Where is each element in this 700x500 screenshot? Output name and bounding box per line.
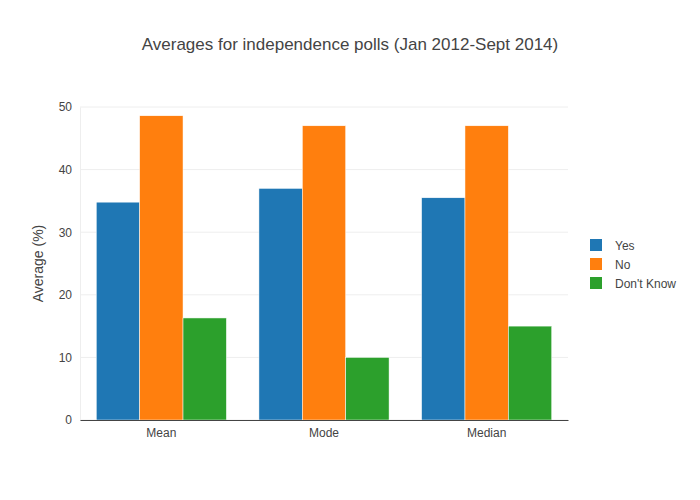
y-tick-label: 20 [59, 288, 73, 302]
chart: 0 10 20 30 40 50 Mean Mode Median Averages for in… [0, 0, 700, 500]
y-tick: 20 [59, 288, 80, 302]
bars [96, 116, 551, 420]
y-tick: 30 [59, 226, 80, 240]
x-tick: Mode [309, 420, 339, 440]
y-axis: 0 10 20 30 40 50 [59, 100, 81, 427]
bar [259, 188, 302, 420]
bar [140, 116, 183, 420]
x-tick-label: Median [467, 426, 506, 440]
legend-label: Yes [615, 239, 635, 253]
bar-series [183, 318, 552, 420]
bar [465, 126, 508, 420]
legend-label: Don't Know [615, 277, 676, 291]
y-tick-label: 30 [59, 226, 73, 240]
y-tick-label: 0 [65, 413, 72, 427]
y-axis-title: Average (%) [30, 225, 46, 303]
title: Averages for independence polls (Jan 201… [142, 35, 558, 54]
y-tick-label: 40 [59, 163, 73, 177]
legend-item[interactable]: No [590, 258, 631, 272]
x-tick-label: Mean [146, 426, 176, 440]
legend-swatch [590, 277, 602, 289]
y-tick: 10 [59, 351, 80, 365]
x-tick: Median [467, 420, 506, 440]
legend: Yes No Don't Know [590, 239, 676, 291]
y-axis-line [80, 108, 81, 421]
grid [80, 107, 568, 420]
x-tick: Mean [146, 420, 176, 440]
bar [508, 326, 551, 420]
legend-label: No [615, 258, 631, 272]
y-tick-label: 50 [59, 100, 73, 114]
legend-swatch [590, 258, 602, 270]
x-tick-label: Mode [309, 426, 339, 440]
grid-line [80, 107, 568, 108]
bar [346, 357, 389, 420]
legend-item[interactable]: Don't Know [590, 277, 676, 291]
legend-swatch [590, 239, 602, 251]
y-tick: 50 [59, 100, 80, 114]
y-tick: 40 [59, 163, 80, 177]
bar [302, 126, 345, 420]
plot-area: 0 10 20 30 40 50 Mean Mode Median [59, 100, 569, 439]
y-tick-label: 10 [59, 351, 73, 365]
y-tick: 0 [65, 413, 80, 427]
bar [422, 198, 465, 420]
bar-series [140, 116, 509, 420]
x-axis: Mean Mode Median [81, 420, 569, 440]
legend-item[interactable]: Yes [590, 239, 635, 253]
bar [96, 202, 139, 420]
bar [183, 318, 226, 420]
x-axis-line [81, 420, 569, 421]
